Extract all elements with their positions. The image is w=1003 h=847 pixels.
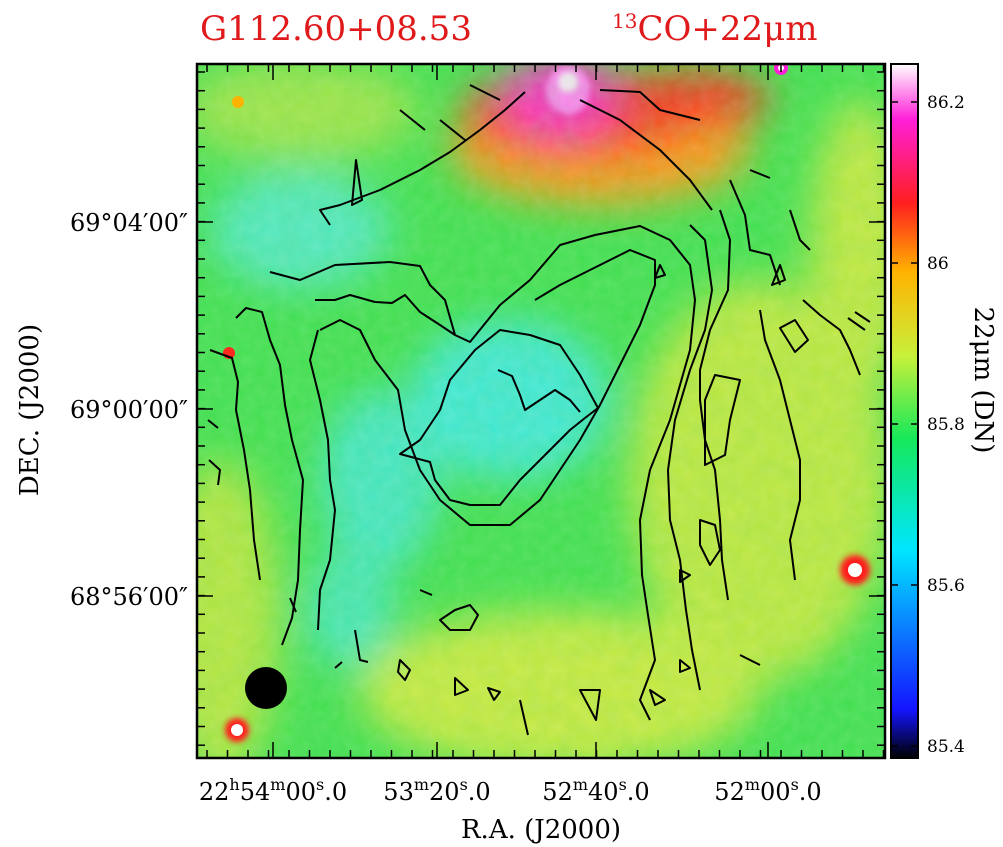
co-contours — [207, 84, 871, 736]
colorbar-title: 22μm (DN) — [968, 307, 998, 454]
x-axis-title: R.A. (J2000) — [461, 815, 621, 845]
colorbar-tick-label: 85.4 — [927, 737, 965, 757]
x-tick-label: 53m20s.0 — [383, 775, 490, 806]
colorbar-tick-label: 86 — [927, 254, 949, 274]
intensity-map — [197, 64, 885, 758]
colorbar-tick-label: 85.8 — [927, 415, 965, 435]
y-axis-title: DEC. (J2000) — [15, 324, 45, 496]
source-name-title: G112.60+08.53 — [200, 9, 472, 49]
overlay-label: 13CO+22μm — [612, 9, 817, 49]
colorbar: 86.2 86 85.8 85.6 85.4 22μm (DN) — [890, 63, 998, 759]
x-tick-label: 52m00s.0 — [714, 775, 821, 806]
x-tick-label: 22h54m00s.0 — [199, 775, 347, 806]
y-tick-label: 69°04′00″ — [70, 209, 188, 237]
point-source — [232, 96, 244, 108]
y-tick-label: 69°00′00″ — [70, 396, 188, 424]
y-tick-label: 68°56′00″ — [70, 583, 188, 611]
colorbar-tick-label: 85.6 — [927, 576, 965, 596]
colorbar-tick-label: 86.2 — [927, 93, 965, 113]
x-tick-label: 52m40s.0 — [542, 775, 649, 806]
beam-indicator — [245, 667, 287, 709]
plot-frame — [195, 62, 887, 760]
